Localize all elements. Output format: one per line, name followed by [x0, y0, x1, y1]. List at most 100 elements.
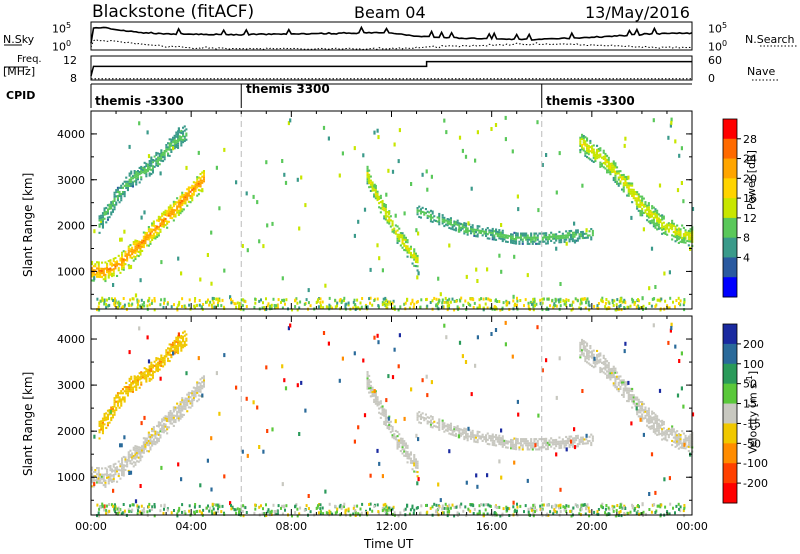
velocity-ground-scatter-cell — [624, 507, 627, 510]
velocity-echo-cell — [118, 398, 121, 401]
power-echo-cell — [132, 249, 135, 252]
power-echo-cell — [626, 184, 629, 187]
velocity-echo-cell — [154, 432, 157, 435]
power-echo-cell — [98, 231, 101, 234]
power-ground-scatter-cell — [265, 297, 267, 301]
power-ground-scatter-cell — [678, 302, 680, 305]
velocity-ground-scatter-cell — [535, 508, 538, 512]
power-scatter-cell — [676, 188, 680, 193]
velocity-echo-cell — [604, 366, 607, 369]
power-echo-cell — [184, 192, 187, 195]
velocity-scatter-cell — [283, 378, 286, 383]
power-echo-cell — [647, 208, 650, 211]
velocity-ground-scatter-cell — [485, 503, 488, 507]
velocity-echo-cell — [134, 447, 137, 450]
power-echo-cell — [196, 186, 199, 189]
velocity-echo-cell — [160, 362, 163, 365]
power-ground-scatter-cell — [601, 296, 604, 300]
velocity-echo-cell — [545, 439, 548, 442]
power-ground-scatter-cell — [210, 303, 213, 307]
velocity-ground-scatter-cell — [472, 512, 475, 515]
velocity-echo-cell — [689, 439, 692, 442]
velocity-echo-cell — [378, 411, 381, 414]
velocity-scatter-cell — [465, 480, 468, 485]
power-ground-scatter-cell — [508, 301, 511, 305]
power-echo-cell — [97, 265, 100, 268]
power-echo-cell — [96, 273, 99, 276]
power-scatter-cell — [287, 121, 290, 126]
power-ground-scatter-cell — [343, 299, 345, 303]
velocity-ground-scatter-cell — [478, 511, 481, 515]
power-ground-scatter-cell — [493, 306, 496, 310]
velocity-echo-cell — [677, 437, 680, 440]
velocity-scatter-cell — [197, 356, 200, 361]
power-ground-scatter-cell — [281, 298, 284, 302]
power-ground-scatter-cell — [140, 298, 143, 302]
power-echo-cell — [543, 236, 546, 239]
velocity-scatter-cell — [147, 359, 151, 364]
velocity-echo-cell — [171, 416, 174, 419]
power-ground-scatter-cell — [113, 299, 116, 303]
velocity-echo-cell — [607, 374, 610, 377]
power-echo-cell — [371, 187, 374, 190]
velocity-echo-cell — [684, 441, 687, 444]
power-echo-cell — [465, 224, 468, 227]
velocity-echo-cell — [192, 394, 195, 397]
power-echo-cell — [515, 232, 518, 235]
velocity-echo-cell — [167, 411, 170, 414]
power-scatter-cell — [569, 234, 573, 238]
power-echo-cell — [166, 212, 169, 215]
power-echo-cell — [201, 181, 204, 184]
power-ground-scatter-cell — [194, 306, 196, 310]
power-echo-cell — [689, 228, 692, 231]
power-echo-cell — [383, 209, 386, 212]
velocity-echo-cell — [488, 443, 491, 446]
power-echo-cell — [199, 179, 202, 182]
velocity-echo-cell — [488, 434, 491, 437]
velocity-echo-cell — [174, 419, 177, 422]
velocity-echo-cell — [674, 431, 677, 434]
power-echo-cell — [181, 204, 184, 207]
power-echo-cell — [520, 238, 523, 241]
velocity-echo-cell — [158, 368, 161, 371]
power-echo-cell — [91, 275, 94, 278]
power-echo-cell — [414, 260, 417, 263]
power-echo-cell — [501, 229, 504, 232]
power-echo-cell — [177, 134, 180, 137]
power-echo-cell — [149, 228, 152, 231]
power-echo-cell — [181, 191, 184, 194]
power-echo-cell — [103, 211, 106, 214]
power-echo-cell — [520, 236, 523, 239]
power-echo-cell — [570, 238, 573, 241]
velocity-echo-cell — [158, 358, 161, 361]
power-echo-cell — [612, 166, 615, 169]
power-ground-scatter-cell — [435, 297, 438, 301]
velocity-ground-scatter-cell — [352, 506, 355, 510]
velocity-scatter-cell — [129, 470, 133, 475]
velocity-echo-cell — [151, 434, 154, 437]
velocity-echo-cell — [161, 430, 164, 433]
power-echo-cell — [368, 177, 371, 180]
velocity-echo-cell — [448, 432, 451, 435]
power-echo-cell — [634, 199, 637, 202]
velocity-echo-cell — [404, 446, 407, 449]
power-ground-scatter-cell — [359, 301, 362, 305]
power-echo-cell — [166, 226, 169, 229]
velocity-echo-cell — [446, 427, 449, 430]
power-scatter-cell — [373, 130, 376, 135]
power-scatter-cell — [573, 239, 577, 244]
power-echo-cell — [576, 231, 579, 234]
velocity-echo-cell — [647, 411, 650, 414]
velocity-echo-cell — [170, 356, 173, 359]
velocity-echo-cell — [398, 439, 401, 442]
velocity-ground-scatter-cell — [580, 503, 583, 507]
velocity-echo-cell — [654, 417, 657, 420]
velocity-echo-cell — [478, 437, 481, 440]
velocity-echo-cell — [196, 391, 199, 394]
velocity-ground-scatter-cell — [622, 506, 625, 510]
power-echo-cell — [510, 235, 513, 238]
power-echo-cell — [575, 233, 578, 236]
power-echo-cell — [491, 227, 494, 230]
velocity-echo-cell — [617, 388, 620, 391]
velocity-echo-cell — [141, 451, 144, 454]
